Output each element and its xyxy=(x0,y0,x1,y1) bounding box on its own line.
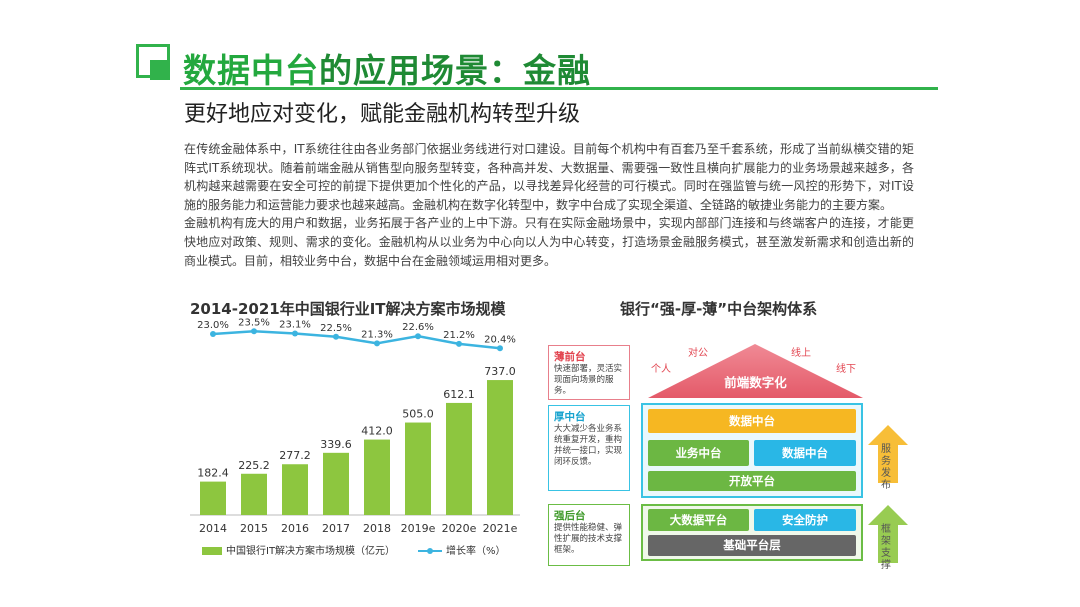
bar-value-label: 412.0 xyxy=(361,425,393,438)
service-publish-label: 服务发布 xyxy=(881,444,891,491)
logo-mark xyxy=(136,44,176,84)
chart-title: 2014-2021年中国银行业IT解决方案市场规模 xyxy=(190,300,506,318)
strong-back-text: 提供性能稳健、弹性扩展的技术支撑框架。 xyxy=(554,523,623,555)
bar-2015 xyxy=(241,473,267,515)
bar-value-label: 612.1 xyxy=(443,388,475,401)
service-arrow-icon xyxy=(868,425,908,483)
x-tick-label: 2018 xyxy=(363,522,391,535)
framework-arrow-icon xyxy=(868,505,908,563)
growth-rate-point xyxy=(251,328,257,335)
title-divider xyxy=(180,87,938,90)
growth-rate-point xyxy=(374,340,380,347)
thin-front-title: 薄前台 xyxy=(554,351,586,363)
bar-value-label: 339.6 xyxy=(320,438,352,451)
growth-rate-point xyxy=(415,333,421,340)
growth-rate-line xyxy=(212,329,501,350)
bar-value-label: 225.2 xyxy=(238,459,270,472)
bar-2020e xyxy=(446,402,472,515)
bigdata-platform-block: 大数据平台 xyxy=(648,509,749,531)
bar-2016 xyxy=(282,464,308,515)
growth-rate-point xyxy=(210,331,216,337)
x-tick-label: 2014 xyxy=(199,522,227,535)
page-title: 数据中台的应用场景：金融 xyxy=(183,44,591,92)
market-size-chart: 182.4 2014 225.2 2015 277.2 2016 339.6 2017 412.… xyxy=(190,318,520,557)
growth-rate-label: 22.6% xyxy=(402,322,434,333)
growth-rate-point xyxy=(456,340,462,347)
diagram-title: 银行“强-厚-薄”中台架构体系 xyxy=(620,300,818,318)
bar-value-label: 737.0 xyxy=(484,365,516,378)
strong-back-box: 强后台 提供性能稳健、弹性扩展的技术支撑框架。 xyxy=(548,504,630,566)
bar-value-label: 277.2 xyxy=(279,449,311,462)
x-tick-label: 2016 xyxy=(281,522,309,535)
roof-tag-personal: 个人 xyxy=(651,364,671,375)
growth-rate-label: 21.3% xyxy=(361,329,393,340)
thin-front-text: 快速部署，灵活实现面向场景的服务。 xyxy=(554,364,623,396)
bar-2021e xyxy=(487,380,513,515)
growth-rate-point xyxy=(333,333,339,340)
thick-middle-text: 大大减少各业务系统重复开发，重构并统一接口，实现闭环反馈。 xyxy=(554,424,623,467)
growth-rate-point xyxy=(497,345,503,352)
front-digital-label: 前端数字化 xyxy=(724,375,787,390)
x-tick-label: 2019e xyxy=(401,522,436,535)
roof-tag-offline: 线下 xyxy=(836,364,856,375)
bar-value-label: 182.4 xyxy=(197,467,229,480)
roof-tag-corporate: 对公 xyxy=(688,348,708,359)
base-platform-block: 基础平台层 xyxy=(648,535,856,556)
bar-2018 xyxy=(364,439,390,515)
bar-2019e xyxy=(405,422,431,515)
growth-rate-label: 23.0% xyxy=(197,320,229,331)
x-tick-label: 2021e xyxy=(483,522,518,535)
strong-back-title: 强后台 xyxy=(554,510,586,522)
roof-tag-online: 线上 xyxy=(791,348,811,359)
title-part-2: 的应用场景：金融 xyxy=(319,51,591,90)
thick-middle-box: 厚中台 大大减少各业务系统重复开发，重构并统一接口，实现闭环反馈。 xyxy=(548,405,630,491)
thin-front-box: 薄前台 快速部署，灵活实现面向场景的服务。 xyxy=(548,345,630,400)
roof-shape xyxy=(648,344,863,398)
security-block: 安全防护 xyxy=(754,509,856,531)
x-tick-label: 2015 xyxy=(240,522,268,535)
bar-2017 xyxy=(323,452,349,515)
title-part-1: 数据中台 xyxy=(183,51,319,90)
bar-2014 xyxy=(200,481,226,515)
growth-rate-point xyxy=(292,330,298,337)
data-middle-top-block: 数据中台 xyxy=(648,409,856,433)
data-middle-block: 数据中台 xyxy=(754,440,856,466)
x-tick-label: 2017 xyxy=(322,522,350,535)
framework-support-label: 框架支撑 xyxy=(881,524,891,571)
paragraph-2: 金融机构有庞大的用户和数据，业务拓展于各产业的上中下游。只有在实际金融场景中，实… xyxy=(184,216,914,268)
body-text: 在传统金融体系中，IT系统往往由各业务部门依据业务线进行对口建设。目前每个机构中… xyxy=(184,140,914,270)
page-subtitle: 更好地应对变化，赋能金融机构转型升级 xyxy=(184,102,581,127)
growth-rate-label: 23.5% xyxy=(238,318,270,328)
open-platform-block: 开放平台 xyxy=(648,471,856,491)
legend-line-label: 增长率（%） xyxy=(446,544,506,557)
business-middle-block: 业务中台 xyxy=(648,440,749,466)
growth-rate-label: 23.1% xyxy=(279,319,311,330)
bar-value-label: 505.0 xyxy=(402,408,434,421)
legend-line-marker xyxy=(427,548,433,554)
paragraph-1: 在传统金融体系中，IT系统往往由各业务部门依据业务线进行对口建设。目前每个机构中… xyxy=(184,142,914,212)
growth-rate-label: 20.4% xyxy=(484,334,516,345)
x-tick-label: 2020e xyxy=(442,522,477,535)
legend-bar-swatch xyxy=(202,547,222,555)
growth-rate-label: 22.5% xyxy=(320,323,352,334)
architecture-diagram: 薄前台 快速部署，灵活实现面向场景的服务。 厚中台 大大减少各业务系统重复开发，… xyxy=(548,340,918,571)
thick-middle-title: 厚中台 xyxy=(554,411,586,423)
legend-bar-label: 中国银行IT解决方案市场规模（亿元） xyxy=(226,544,395,557)
growth-rate-label: 21.2% xyxy=(443,330,475,341)
